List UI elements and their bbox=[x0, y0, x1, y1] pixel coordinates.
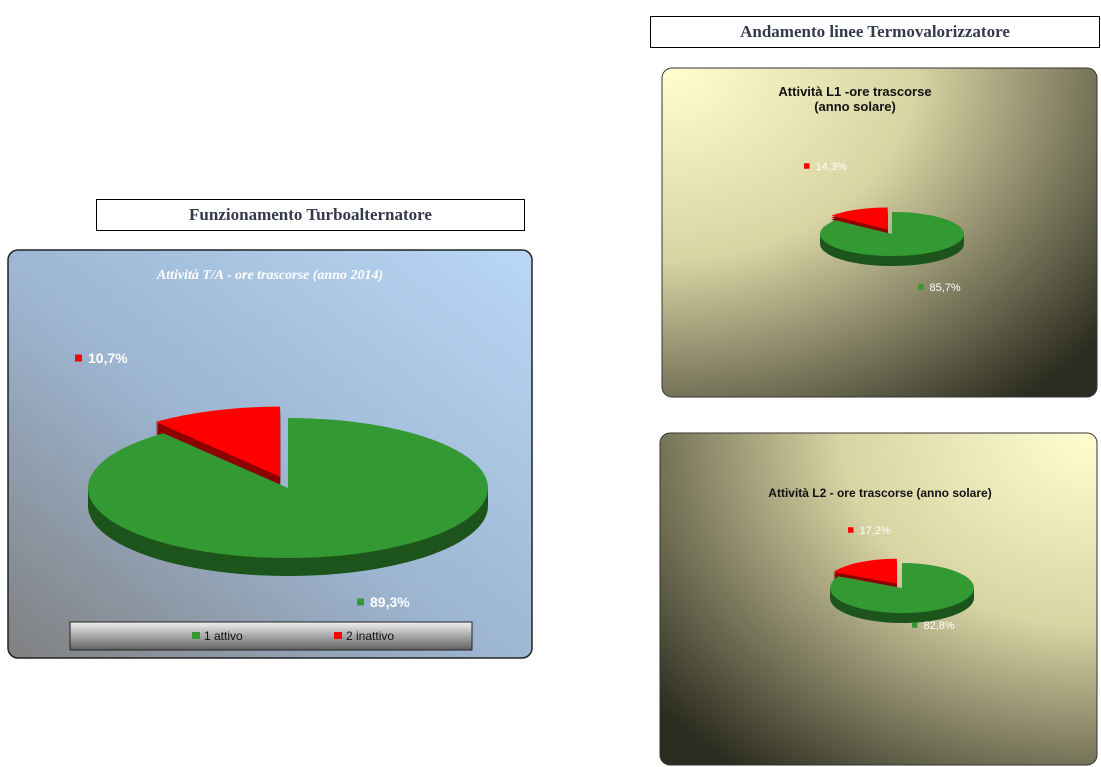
label-marker bbox=[804, 163, 810, 169]
section-heading: Funzionamento Turboalternatore bbox=[96, 199, 525, 231]
chart-title: Attività T/A - ore trascorse (anno 2014) bbox=[156, 268, 384, 283]
data-label: 17,2% bbox=[860, 525, 891, 537]
pie-slice bbox=[830, 563, 974, 613]
data-label: 82,8% bbox=[924, 620, 955, 632]
section-heading: Andamento linee Termovalorizzatore bbox=[650, 16, 1100, 48]
data-label: 10,7% bbox=[88, 350, 128, 366]
chart-title: Attività L1 -ore trascorse (anno solare) bbox=[778, 84, 932, 114]
label-marker bbox=[918, 284, 924, 290]
legend-box bbox=[69, 621, 473, 651]
label-marker bbox=[848, 527, 854, 533]
legend-marker bbox=[334, 632, 342, 639]
pie-slice bbox=[155, 406, 281, 477]
pie-slice bbox=[833, 558, 897, 584]
pie-slice bbox=[831, 207, 888, 230]
label-marker bbox=[357, 598, 364, 606]
pie-slice bbox=[88, 418, 489, 558]
label-marker bbox=[912, 622, 918, 628]
legend-entry: 1 attivo bbox=[204, 629, 243, 643]
legend-entry: 2 inattivo bbox=[346, 629, 394, 643]
data-label: 14,3% bbox=[816, 161, 847, 173]
legend-marker bbox=[192, 632, 200, 639]
chart-title: Attività L2 - ore trascorse (anno solare… bbox=[768, 486, 992, 500]
pie-slice bbox=[820, 212, 964, 256]
data-label: 85,7% bbox=[930, 282, 961, 294]
data-label: 89,3% bbox=[370, 594, 410, 610]
label-marker bbox=[75, 354, 82, 362]
